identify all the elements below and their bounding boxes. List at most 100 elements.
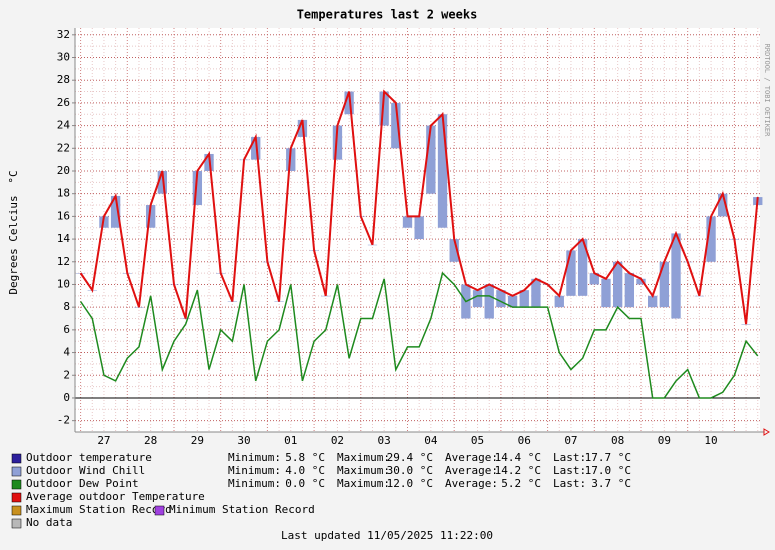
y-tick-label: 26 bbox=[57, 96, 70, 109]
legend-swatch bbox=[11, 453, 22, 464]
wind-chill-bar bbox=[192, 170, 203, 206]
stat-value: 12.0 °C bbox=[387, 477, 433, 490]
wind-chill-bar bbox=[391, 102, 401, 149]
stat-label: Maximum: bbox=[337, 477, 390, 490]
legend-swatch bbox=[11, 479, 22, 490]
stat-value: 29.4 °C bbox=[387, 451, 433, 464]
x-tick-label: 27 bbox=[97, 434, 110, 447]
x-tick-label: 10 bbox=[704, 434, 717, 447]
wind-chill-bar bbox=[648, 295, 658, 308]
x-tick-label: 03 bbox=[378, 434, 391, 447]
x-axis-arrow bbox=[763, 428, 770, 436]
wind-chill-bar bbox=[601, 278, 611, 308]
y-tick-label: 18 bbox=[57, 187, 70, 200]
stat-value: 3.7 °C bbox=[591, 477, 631, 490]
y-tick-label: 14 bbox=[57, 232, 71, 245]
wind-chill-bar bbox=[531, 278, 541, 308]
x-tick-label: 30 bbox=[237, 434, 250, 447]
wind-chill-bar bbox=[472, 290, 483, 308]
stat-label: Minimum: bbox=[228, 464, 281, 477]
y-tick-label: 8 bbox=[63, 300, 70, 313]
wind-chill-bar bbox=[507, 295, 518, 308]
chart-title: Temperatures last 2 weeks bbox=[297, 8, 478, 22]
legend-swatch bbox=[11, 518, 22, 529]
x-tick-label: 07 bbox=[564, 434, 577, 447]
legend-label: Average outdoor Temperature bbox=[26, 490, 205, 503]
x-tick-label: 05 bbox=[471, 434, 484, 447]
wind-chill-bar bbox=[636, 278, 646, 285]
wind-chill-bar bbox=[554, 295, 564, 308]
wind-chill-bar bbox=[402, 216, 413, 228]
wind-chill-bar bbox=[437, 114, 448, 228]
y-axis-unit: °C bbox=[7, 170, 20, 183]
stat-value: 17.7 °C bbox=[585, 451, 631, 464]
legend-swatch bbox=[11, 505, 22, 516]
stat-label: Average: bbox=[445, 477, 498, 490]
x-tick-label: 01 bbox=[284, 434, 297, 447]
wind-chill-bar bbox=[414, 216, 424, 240]
y-tick-label: 22 bbox=[57, 141, 70, 154]
y-tick-label: 6 bbox=[63, 323, 70, 336]
y-tick-label: 30 bbox=[57, 51, 70, 64]
wind-chill-bar bbox=[181, 318, 191, 320]
x-tick-label: 02 bbox=[331, 434, 344, 447]
x-tick-label: 28 bbox=[144, 434, 157, 447]
wind-chill-bar bbox=[367, 244, 378, 246]
wind-chill-bar bbox=[332, 125, 343, 160]
stat-label: Last: bbox=[553, 451, 586, 464]
wind-chill-bar bbox=[612, 261, 623, 308]
stat-label: Last: bbox=[553, 464, 586, 477]
x-tick-label: 29 bbox=[191, 434, 204, 447]
stat-label: Maximum: bbox=[337, 464, 390, 477]
legend-label: Outdoor Wind Chill bbox=[26, 464, 145, 477]
stat-value: 5.2 °C bbox=[501, 477, 541, 490]
wind-chill-bar bbox=[718, 193, 728, 217]
wind-chill-bar bbox=[134, 307, 144, 308]
series-line bbox=[79, 271, 759, 399]
wind-chill-bar bbox=[344, 91, 354, 115]
x-tick-label: 08 bbox=[611, 434, 624, 447]
stat-label: Minimum: bbox=[228, 477, 281, 490]
wind-chill-bar bbox=[589, 273, 599, 285]
side-text: RRDTOOL / TOBI OETIKER bbox=[763, 44, 771, 138]
stat-label: Last: bbox=[553, 477, 586, 490]
wind-chill-bar bbox=[484, 284, 494, 319]
legend-swatch bbox=[154, 505, 165, 516]
legend-swatch bbox=[11, 492, 22, 503]
wind-chill-bar bbox=[496, 290, 506, 308]
stat-label: Average: bbox=[445, 464, 498, 477]
wind-chill-bar bbox=[624, 273, 634, 308]
stat-value: 14.4 °C bbox=[495, 451, 541, 464]
stat-label: Maximum: bbox=[337, 451, 390, 464]
y-tick-label: 2 bbox=[63, 368, 70, 381]
wind-chill-bar bbox=[741, 324, 751, 325]
legend-swatch bbox=[11, 466, 22, 477]
legend-label: Maximum Station Record bbox=[26, 503, 172, 516]
x-tick-label: 09 bbox=[658, 434, 671, 447]
wind-chill-bar bbox=[110, 195, 121, 228]
stat-value: 14.2 °C bbox=[495, 464, 541, 477]
wind-chill-bar bbox=[659, 261, 670, 308]
x-tick-label: 06 bbox=[518, 434, 531, 447]
wind-chill-bar bbox=[227, 301, 238, 302]
y-tick-label: 10 bbox=[57, 277, 70, 290]
wind-chill-bar bbox=[694, 295, 705, 297]
wind-chill-bar bbox=[706, 216, 716, 262]
wind-chill-bar bbox=[426, 125, 436, 194]
y-tick-label: 28 bbox=[57, 73, 70, 86]
wind-chill-bar bbox=[157, 170, 167, 194]
wind-chill-bar bbox=[251, 136, 261, 160]
wind-chill-bar bbox=[566, 250, 576, 296]
wind-chill-bar bbox=[519, 290, 529, 308]
legend-label: Outdoor temperature bbox=[26, 451, 152, 464]
wind-chill-bar bbox=[274, 301, 284, 302]
y-tick-label: 20 bbox=[57, 164, 70, 177]
stat-value: 0.0 °C bbox=[285, 477, 325, 490]
y-axis-label: Degrees Celcius bbox=[7, 195, 20, 294]
y-tick-label: 12 bbox=[57, 255, 70, 268]
y-tick-label: 0 bbox=[63, 391, 70, 404]
legend-label: Outdoor Dew Point bbox=[26, 477, 139, 490]
stat-label: Average: bbox=[445, 451, 498, 464]
wind-chill-bar bbox=[449, 239, 459, 262]
